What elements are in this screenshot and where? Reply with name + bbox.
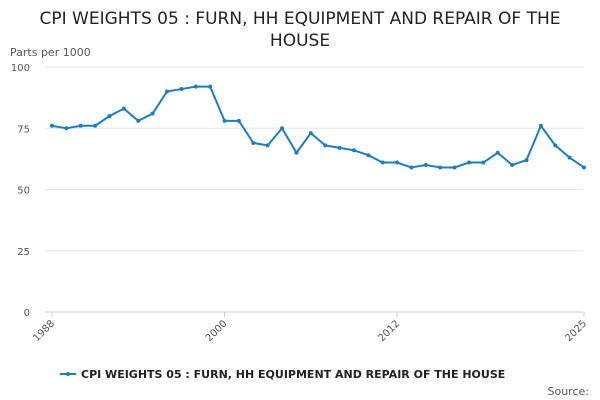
y-tick-label: 25 (17, 247, 30, 258)
legend-marker (66, 372, 70, 376)
data-point[interactable] (265, 143, 270, 148)
grid-lines (45, 66, 583, 313)
data-point[interactable] (208, 84, 213, 89)
x-tick-label: 2000 (204, 318, 230, 344)
x-tick-label: 1988 (31, 318, 57, 344)
axes: Parts per 1000 0 25 50 75 100 1988 2000 2012 2025 (10, 46, 589, 344)
data-point[interactable] (107, 114, 112, 118)
data-point[interactable] (93, 123, 98, 128)
legend[interactable]: CPI WEIGHTS 05 : FURN, HH EQUIPMENT AND … (60, 368, 505, 381)
chart-title: CPI WEIGHTS 05 : FURN, HH EQUIPMENT AND … (39, 9, 561, 51)
data-point[interactable] (64, 126, 69, 131)
data-point[interactable] (193, 84, 198, 89)
data-point[interactable] (495, 150, 500, 155)
y-tick-label: 75 (17, 124, 30, 135)
data-point[interactable] (294, 150, 299, 155)
data-point[interactable] (538, 123, 543, 128)
data-point[interactable] (251, 140, 256, 145)
data-point[interactable] (409, 165, 414, 170)
data-point[interactable] (481, 160, 486, 165)
data-point[interactable] (179, 87, 184, 92)
data-point[interactable] (136, 118, 141, 123)
data-point[interactable] (423, 163, 428, 167)
y-tick-label: 100 (11, 63, 30, 74)
legend-label[interactable]: CPI WEIGHTS 05 : FURN, HH EQUIPMENT AND … (81, 368, 505, 381)
data-point[interactable] (366, 153, 371, 158)
data-point[interactable] (395, 160, 400, 165)
data-point[interactable] (380, 160, 385, 165)
data-point[interactable] (222, 118, 227, 123)
source-label: Source: (548, 385, 590, 398)
data-point[interactable] (165, 89, 170, 94)
data-point[interactable] (323, 143, 328, 148)
y-tick-label: 50 (17, 186, 30, 197)
data-point[interactable] (351, 148, 356, 153)
data-point[interactable] (553, 143, 558, 148)
data-point[interactable] (582, 165, 586, 170)
data-point[interactable] (308, 131, 313, 136)
data-point[interactable] (121, 106, 126, 111)
data-point[interactable] (280, 126, 285, 131)
data-point[interactable] (50, 123, 54, 128)
data-point[interactable] (510, 163, 515, 167)
y-tick-label: 0 (24, 308, 30, 319)
x-tick-label: 2025 (563, 318, 589, 344)
data-point[interactable] (452, 165, 457, 170)
series-layer (50, 84, 586, 170)
data-point[interactable] (567, 155, 572, 160)
data-point[interactable] (337, 145, 342, 150)
y-axis-label: Parts per 1000 (10, 46, 91, 59)
data-point[interactable] (524, 158, 529, 163)
data-point[interactable] (236, 118, 241, 123)
data-point[interactable] (78, 123, 83, 128)
data-point[interactable] (150, 111, 155, 116)
x-tick-label: 2012 (376, 318, 402, 344)
data-point[interactable] (466, 160, 471, 165)
series-line (51, 85, 585, 169)
data-point[interactable] (438, 165, 443, 170)
